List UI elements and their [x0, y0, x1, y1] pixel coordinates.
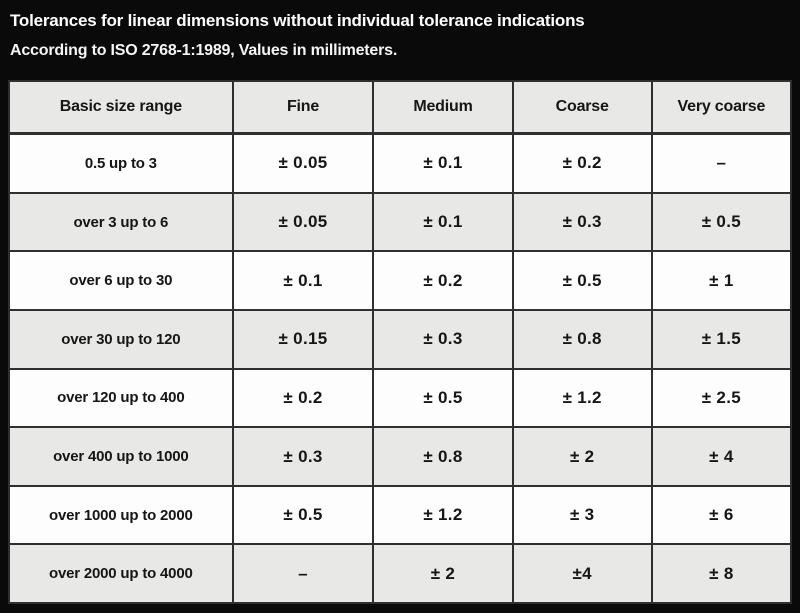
tolerance-value-cell: ± 0.1: [231, 250, 375, 312]
table-row: over 3 up to 6 ± 0.05 ± 0.1 ± 0.3 ± 0.5: [8, 191, 793, 253]
table-row: over 120 up to 400 ± 0.2 ± 0.5 ± 1.2 ± 2.5: [8, 367, 793, 429]
table-row: over 30 up to 120 ± 0.15 ± 0.3 ± 0.8 ± 1.5: [8, 309, 793, 370]
size-range-cell: over 6 up to 30: [8, 250, 234, 312]
tolerance-value-cell: ± 8: [650, 543, 793, 604]
tolerance-value-cell: ± 0.05: [231, 191, 375, 253]
tolerance-value-cell: ± 2: [511, 426, 653, 487]
tolerance-value-cell: –: [231, 543, 375, 604]
size-range-cell: over 120 up to 400: [8, 367, 234, 429]
column-header-basic-size-range: Basic size range: [8, 80, 234, 135]
tolerance-value-cell: ± 2.5: [650, 367, 793, 429]
tolerance-value-cell: ± 1: [650, 250, 793, 312]
tolerance-value-cell: ± 2: [372, 543, 514, 604]
table-header-row: Basic size range Fine Medium Coarse Very coa…: [8, 80, 793, 135]
tolerance-value-cell: ± 1.2: [511, 367, 653, 429]
tolerance-value-cell: ± 0.8: [372, 426, 514, 487]
tolerance-value-cell: ± 0.8: [511, 309, 653, 370]
tolerance-value-cell: ± 4: [650, 426, 793, 487]
tolerance-value-cell: ± 0.1: [372, 132, 514, 194]
tolerance-value-cell: ± 1.2: [372, 484, 514, 546]
tolerance-value-cell: ± 0.2: [511, 132, 653, 194]
page-subtitle: According to ISO 2768-1:1989, Values in …: [10, 42, 398, 59]
tolerance-value-cell: ± 0.5: [372, 367, 514, 429]
table-body: 0.5 up to 3 ± 0.05 ± 0.1 ± 0.2– over 3 up to…: [8, 132, 793, 604]
tolerance-value-cell: ± 0.5: [511, 250, 653, 312]
tolerance-value-cell: ± 0.3: [511, 191, 653, 253]
size-range-cell: over 3 up to 6: [8, 191, 234, 253]
table-row: over 400 up to 1000 ± 0.3 ± 0.8 ± 2 ± 4: [8, 426, 793, 487]
size-range-cell: over 30 up to 120: [8, 309, 234, 370]
tolerance-value-cell: ± 0.2: [231, 367, 375, 429]
size-range-cell: 0.5 up to 3: [8, 132, 234, 194]
table-row: 0.5 up to 3 ± 0.05 ± 0.1 ± 0.2–: [8, 132, 793, 194]
tolerance-value-cell: ±4: [511, 543, 653, 604]
tolerance-value-cell: ± 0.2: [372, 250, 514, 312]
size-range-cell: over 1000 up to 2000: [8, 484, 234, 546]
tolerance-value-cell: ± 0.3: [372, 309, 514, 370]
tolerance-value-cell: ± 0.15: [231, 309, 375, 370]
tolerance-value-cell: ± 0.1: [372, 191, 514, 253]
page-title: Tolerances for linear dimensions without…: [10, 11, 585, 30]
table-row: over 2000 up to 4000– ± 2 ±4 ± 8: [8, 543, 793, 604]
size-range-cell: over 400 up to 1000: [8, 426, 234, 487]
table-row: over 1000 up to 2000 ± 0.5 ± 1.2 ± 3 ± 6: [8, 484, 793, 546]
column-header-medium: Medium: [372, 80, 514, 135]
tolerance-value-cell: ± 6: [650, 484, 793, 546]
tolerance-value-cell: –: [650, 132, 793, 194]
tolerance-value-cell: ± 0.3: [231, 426, 375, 487]
tolerance-value-cell: ± 0.5: [231, 484, 375, 546]
size-range-cell: over 2000 up to 4000: [8, 543, 234, 604]
tolerance-value-cell: ± 1.5: [650, 309, 793, 370]
tolerance-value-cell: ± 3: [511, 484, 653, 546]
tolerance-value-cell: ± 0.5: [650, 191, 793, 253]
column-header-very-coarse: Very coarse: [650, 80, 793, 135]
column-header-coarse: Coarse: [511, 80, 653, 135]
tolerance-value-cell: ± 0.05: [231, 132, 375, 194]
table-row: over 6 up to 30 ± 0.1 ± 0.2 ± 0.5 ± 1: [8, 250, 793, 312]
column-header-fine: Fine: [231, 80, 375, 135]
title-block: Tolerances for linear dimensions without…: [8, 0, 792, 80]
tolerance-table: Basic size range Fine Medium Coarse Very coa…: [8, 80, 793, 604]
